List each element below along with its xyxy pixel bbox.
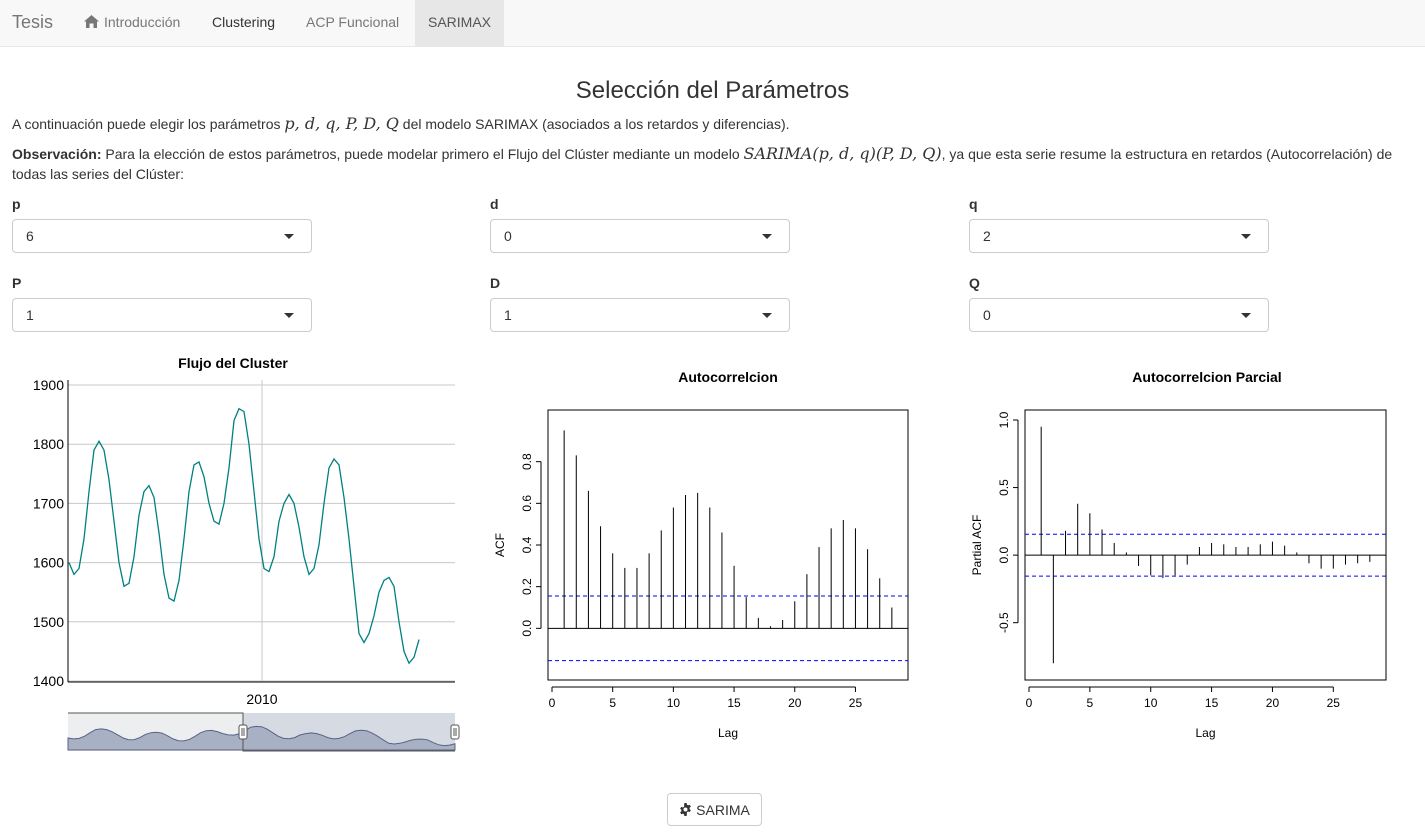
tab-sarimax[interactable]: SARIMAX xyxy=(415,0,504,47)
pacf-x-axis-label: Lag xyxy=(1195,726,1215,740)
flujo-chart-title: Flujo del Cluster xyxy=(178,355,288,371)
acf-y-axis-label: ACF xyxy=(493,533,507,557)
pacf-x-tick-label: 0 xyxy=(1026,696,1033,710)
flujo-series-line xyxy=(68,407,420,665)
acf-y-tick-label: 0.4 xyxy=(520,536,534,553)
acf-chart-title: Autocorrelcion xyxy=(678,369,778,385)
label-q: q xyxy=(969,196,978,212)
flujo-chart[interactable]: 1400 1500 1600 1700 1800 1900 2010 xyxy=(0,370,470,760)
label-Q: Q xyxy=(969,275,980,291)
select-Q-value: 0 xyxy=(983,307,991,323)
select-P[interactable]: 1 xyxy=(12,298,312,332)
pacf-x-tick-label: 5 xyxy=(1087,696,1094,710)
acf-chart: 0 5 10 15 20 25 0.0 0.2 0.4 0.6 0.8 Lag ACF xyxy=(493,409,909,740)
gear-icon xyxy=(680,803,692,816)
acf-x-tick-label: 15 xyxy=(727,696,741,710)
select-q-value: 2 xyxy=(983,228,991,244)
y-tick-label: 1900 xyxy=(33,377,64,393)
tab-acp-funcional[interactable]: ACP Funcional xyxy=(306,0,399,47)
navbar: Tesis Introducción Clustering ACP Funcio… xyxy=(0,0,1425,47)
tab-acp-funcional-label: ACP Funcional xyxy=(306,14,400,30)
select-q[interactable]: 2 xyxy=(969,219,1269,253)
select-Q[interactable]: 0 xyxy=(969,298,1269,332)
range-handle-left[interactable] xyxy=(238,724,248,740)
navbar-brand[interactable]: Tesis xyxy=(12,12,54,32)
select-d[interactable]: 0 xyxy=(490,219,790,253)
tab-clustering-label: Clustering xyxy=(212,14,276,30)
chevron-down-icon xyxy=(284,313,294,318)
select-D-value: 1 xyxy=(504,307,512,323)
acf-x-tick-label: 0 xyxy=(549,696,556,710)
intro-text: A continuación puede elegir los parámetr… xyxy=(12,114,790,134)
pacf-x-tick-label: 15 xyxy=(1205,696,1219,710)
pacf-y-axis-label: Partial ACF xyxy=(970,515,984,576)
acf-x-tick-label: 5 xyxy=(609,696,616,710)
chevron-down-icon xyxy=(1241,234,1251,239)
chevron-down-icon xyxy=(1241,313,1251,318)
page-title: Selección del Parámetros xyxy=(575,77,850,104)
observation-text: Observación: Para la elección de estos p… xyxy=(12,144,1417,164)
observation-suffix: , ya que esta serie resume la estructura… xyxy=(941,146,1393,162)
pacf-y-tick-label: 1.0 xyxy=(997,411,1011,428)
pacf-y-tick-label: -0.5 xyxy=(997,612,1011,633)
y-tick-label: 1700 xyxy=(33,495,64,511)
label-p: p xyxy=(12,196,21,212)
label-D: D xyxy=(490,275,501,291)
range-selector-mini-series xyxy=(67,725,456,751)
select-d-value: 0 xyxy=(504,228,512,244)
intro-math: p, d, q, P, D, Q xyxy=(284,114,399,133)
y-tick-label: 1600 xyxy=(33,555,64,571)
label-d: d xyxy=(490,196,499,212)
observation-label: Observación: xyxy=(12,146,102,162)
acf-y-tick-label: 0.6 xyxy=(520,495,534,512)
observation-prefix: Para la elección de estos parámetros, pu… xyxy=(101,146,744,162)
tab-introduccion-label: Introducción xyxy=(104,14,181,30)
acf-x-tick-label: 25 xyxy=(849,696,863,710)
chevron-down-icon xyxy=(284,234,294,239)
home-icon xyxy=(84,15,99,28)
pacf-x-tick-label: 25 xyxy=(1327,696,1341,710)
pacf-chart: 0 5 10 15 20 25 -0.5 0.0 0.5 1.0 Lag Partial ACF xyxy=(970,409,1387,740)
select-p-value: 6 xyxy=(26,228,34,244)
chevron-down-icon xyxy=(762,234,772,239)
pacf-y-tick-label: 0.0 xyxy=(997,546,1011,563)
select-p[interactable]: 6 xyxy=(12,219,312,253)
intro-suffix: del modelo SARIMAX (asociados a los reta… xyxy=(398,116,790,132)
y-tick-label: 1400 xyxy=(33,673,64,689)
acf-y-tick-label: 0.2 xyxy=(520,578,534,595)
observation-math: SARIMA(p, d, q)(P, D, Q) xyxy=(743,144,942,163)
acf-x-tick-label: 20 xyxy=(788,696,802,710)
select-D[interactable]: 1 xyxy=(490,298,790,332)
sarima-button-label: SARIMA xyxy=(696,801,750,818)
select-P-value: 1 xyxy=(26,307,34,323)
pacf-x-tick-label: 10 xyxy=(1144,696,1158,710)
x-tick-label: 2010 xyxy=(246,691,277,707)
tab-introduccion[interactable]: Introducción xyxy=(84,0,180,47)
pacf-y-tick-label: 0.5 xyxy=(997,479,1011,496)
pacf-x-tick-label: 20 xyxy=(1266,696,1280,710)
acf-y-tick-label: 0.8 xyxy=(520,453,534,470)
acf-frame xyxy=(547,409,909,681)
pacf-chart-title: Autocorrelcion Parcial xyxy=(1132,369,1282,385)
y-tick-label: 1800 xyxy=(33,436,64,452)
y-tick-label: 1500 xyxy=(33,614,64,630)
acf-x-axis-label: Lag xyxy=(718,726,738,740)
tab-sarimax-label: SARIMAX xyxy=(427,14,491,30)
sarima-button[interactable]: SARIMA xyxy=(667,793,762,826)
range-selector[interactable] xyxy=(67,712,460,752)
acf-x-tick-label: 10 xyxy=(667,696,681,710)
label-P: P xyxy=(12,275,22,291)
pacf-frame xyxy=(1024,409,1387,681)
chevron-down-icon xyxy=(762,313,772,318)
intro-prefix: A continuación puede elegir los parámetr… xyxy=(12,116,285,132)
tab-clustering[interactable]: Clustering xyxy=(212,0,275,47)
observation-line2: todas las series del Clúster: xyxy=(12,166,184,182)
acf-y-tick-label: 0.0 xyxy=(520,620,534,637)
range-handle-right[interactable] xyxy=(450,724,460,740)
